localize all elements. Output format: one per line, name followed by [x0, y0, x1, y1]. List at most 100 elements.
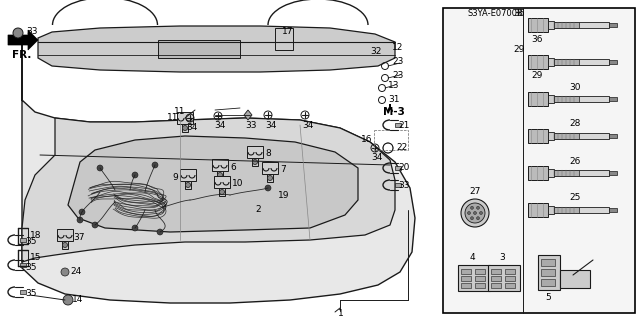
Bar: [505, 276, 515, 281]
Bar: [554, 133, 579, 139]
Circle shape: [132, 225, 138, 231]
Circle shape: [465, 203, 485, 223]
Text: 23: 23: [392, 71, 403, 80]
Bar: [20, 238, 26, 242]
Polygon shape: [212, 159, 228, 171]
Bar: [475, 283, 485, 288]
Circle shape: [479, 211, 483, 214]
Text: M-3: M-3: [383, 107, 405, 117]
Bar: [609, 23, 617, 27]
Text: 34: 34: [186, 123, 197, 132]
Bar: [548, 95, 554, 103]
Polygon shape: [252, 158, 258, 166]
Bar: [443, 8, 635, 313]
Circle shape: [461, 199, 489, 227]
Text: 30: 30: [569, 83, 580, 92]
Bar: [609, 97, 617, 101]
Text: 24: 24: [70, 266, 81, 276]
Text: 34: 34: [265, 121, 276, 130]
Circle shape: [97, 165, 103, 171]
Text: 13: 13: [388, 81, 399, 91]
Text: 37: 37: [73, 233, 84, 241]
Circle shape: [218, 173, 223, 177]
Text: 1: 1: [338, 308, 344, 317]
Text: 25: 25: [570, 194, 580, 203]
Text: 33: 33: [245, 121, 257, 130]
Bar: [554, 133, 609, 139]
Bar: [554, 96, 579, 102]
Bar: [541, 259, 555, 266]
Bar: [528, 129, 548, 143]
Circle shape: [79, 209, 85, 215]
Bar: [548, 21, 554, 29]
Bar: [554, 170, 579, 176]
Bar: [528, 203, 548, 217]
Circle shape: [186, 182, 191, 188]
Bar: [461, 276, 471, 281]
Text: 32: 32: [370, 48, 381, 56]
Bar: [548, 169, 554, 177]
Bar: [491, 283, 501, 288]
Polygon shape: [57, 229, 73, 241]
Bar: [548, 58, 554, 66]
Circle shape: [63, 295, 73, 305]
Bar: [528, 92, 548, 106]
Text: 34: 34: [302, 121, 314, 130]
Text: 22: 22: [396, 143, 407, 152]
Circle shape: [470, 206, 474, 209]
Polygon shape: [8, 30, 38, 50]
Text: 19: 19: [278, 190, 289, 199]
Text: 3: 3: [499, 254, 505, 263]
Text: FR.: FR.: [12, 50, 31, 60]
Bar: [528, 18, 548, 32]
Polygon shape: [185, 181, 191, 189]
Text: 16: 16: [360, 136, 372, 145]
Bar: [538, 255, 560, 290]
Text: 9: 9: [172, 173, 178, 182]
Circle shape: [477, 217, 479, 220]
Polygon shape: [22, 40, 415, 303]
Text: 36: 36: [531, 34, 543, 43]
Text: 5: 5: [545, 293, 551, 301]
Text: 17: 17: [282, 27, 294, 36]
Polygon shape: [267, 174, 273, 182]
Bar: [554, 22, 579, 28]
Polygon shape: [177, 112, 193, 124]
Circle shape: [467, 211, 470, 214]
Bar: [541, 269, 555, 276]
Text: 14: 14: [72, 294, 83, 303]
Circle shape: [182, 125, 188, 130]
Text: 18: 18: [30, 232, 42, 241]
Bar: [488, 265, 520, 291]
Text: 23: 23: [392, 57, 403, 66]
Circle shape: [77, 217, 83, 223]
Text: 28: 28: [570, 120, 580, 129]
Text: 12: 12: [392, 43, 403, 53]
Bar: [158, 40, 240, 58]
Text: 29: 29: [531, 71, 542, 80]
Bar: [395, 166, 401, 170]
Bar: [491, 276, 501, 281]
Circle shape: [474, 211, 477, 214]
Text: 33: 33: [398, 181, 410, 189]
Bar: [554, 59, 579, 65]
Bar: [395, 183, 401, 187]
Polygon shape: [247, 146, 263, 158]
Bar: [475, 276, 485, 281]
Polygon shape: [22, 118, 395, 262]
Bar: [554, 207, 579, 213]
Polygon shape: [62, 241, 68, 249]
Circle shape: [220, 189, 225, 195]
Circle shape: [132, 172, 138, 178]
Text: 10: 10: [232, 180, 243, 189]
Bar: [275, 28, 293, 50]
Text: 2: 2: [255, 205, 260, 214]
Bar: [609, 208, 617, 212]
Text: 21: 21: [398, 121, 410, 130]
Text: 4: 4: [469, 254, 475, 263]
Circle shape: [63, 242, 67, 248]
Text: 35: 35: [25, 263, 36, 271]
Text: 15: 15: [30, 254, 42, 263]
Circle shape: [470, 217, 474, 220]
Text: 11: 11: [173, 108, 185, 116]
